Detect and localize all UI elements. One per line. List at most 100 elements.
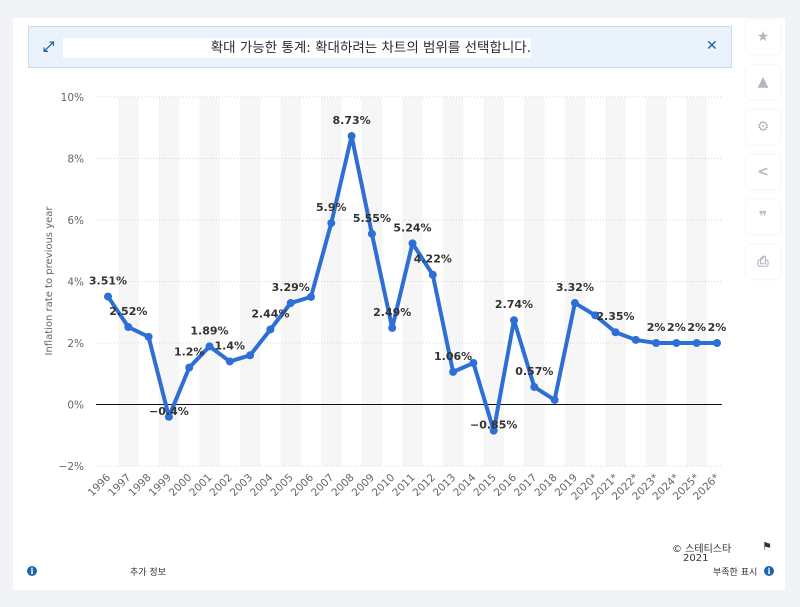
favorite-button[interactable]: ★ <box>746 20 780 54</box>
data-point <box>347 132 356 141</box>
data-point <box>286 299 295 308</box>
side-toolbar: ★ ▲ ⚙ < ❞ ⎙ <box>746 20 780 290</box>
x-tick-label: 2000 <box>167 472 194 499</box>
data-label: −0.4% <box>149 405 189 418</box>
data-label: 8.73% <box>333 114 371 127</box>
flag-icon[interactable]: ⚑ <box>762 540 772 553</box>
data-point <box>124 323 133 332</box>
data-point <box>591 311 600 320</box>
print-icon: ⎙ <box>757 254 769 270</box>
data-label: 1.89% <box>190 324 228 337</box>
data-label: 3.29% <box>272 281 310 294</box>
data-label: 5.55% <box>353 212 391 225</box>
column-band <box>402 97 423 466</box>
data-label: 3.51% <box>89 275 127 288</box>
y-tick-label: 8% <box>67 154 84 166</box>
data-point <box>266 325 275 334</box>
column-band <box>280 97 301 466</box>
data-point <box>327 219 336 228</box>
star-icon: ★ <box>756 29 770 45</box>
column-band <box>645 97 667 466</box>
notification-button[interactable]: ▲ <box>746 65 780 99</box>
column-band <box>564 97 586 466</box>
data-point <box>672 339 681 347</box>
data-point <box>164 412 173 421</box>
y-tick-label: 6% <box>67 215 84 227</box>
bell-icon: ▲ <box>757 74 769 90</box>
y-tick-label: 0% <box>67 400 84 412</box>
data-point <box>307 292 315 301</box>
copyright-year: 2021 <box>683 553 709 564</box>
data-label: 5.9% <box>316 201 347 214</box>
cite-button[interactable]: ❞ <box>746 200 780 234</box>
data-point <box>185 363 194 372</box>
y-tick-label: 10% <box>61 92 84 104</box>
info-icon-right[interactable]: i <box>764 566 774 576</box>
column-band <box>239 97 261 466</box>
share-button[interactable]: < <box>746 155 780 189</box>
data-point <box>631 335 640 344</box>
data-point <box>510 316 518 325</box>
y-axis-title: Inflation rate to previous year <box>44 206 55 356</box>
data-point <box>550 395 559 404</box>
data-label: 3.32% <box>556 281 594 294</box>
data-point <box>449 367 458 376</box>
data-label: 2.35% <box>596 310 634 323</box>
data-label: −0.85% <box>470 419 517 432</box>
data-point <box>428 270 437 279</box>
x-tick-label: 2005 <box>268 472 295 499</box>
data-label: 1.2% <box>174 346 205 359</box>
data-label: 2% <box>667 321 686 334</box>
data-label: 5.24% <box>393 221 431 234</box>
data-point <box>530 382 539 391</box>
data-point <box>713 339 721 347</box>
more-info-link[interactable]: 추가 정보 <box>130 568 166 578</box>
data-point <box>652 339 661 347</box>
column-band <box>321 97 342 466</box>
quote-icon: ❞ <box>758 209 768 225</box>
data-label: 2.44% <box>251 307 289 320</box>
column-band <box>483 97 504 466</box>
close-icon[interactable]: ✕ <box>706 38 718 54</box>
data-label: 4.22% <box>414 253 452 266</box>
data-point <box>692 339 701 347</box>
data-point <box>144 332 153 341</box>
zoom-banner-text: 확대 가능한 통계: 확대하려는 차트의 범위를 선택합니다. <box>63 38 531 58</box>
data-point <box>388 323 397 332</box>
data-point <box>408 239 417 248</box>
gear-icon: ⚙ <box>756 119 770 135</box>
zoom-banner: ⤢ 확대 가능한 통계: 확대하려는 차트의 범위를 선택합니다. ✕ <box>28 26 732 68</box>
data-label: 2.49% <box>373 306 411 319</box>
data-point <box>489 426 498 435</box>
data-point <box>104 292 112 301</box>
data-label: 1.4% <box>215 339 246 352</box>
data-label: 2% <box>708 321 727 334</box>
data-label: 2% <box>687 321 706 334</box>
data-point <box>469 358 478 367</box>
data-point <box>367 229 376 238</box>
print-button[interactable]: ⎙ <box>746 245 780 279</box>
settings-button[interactable]: ⚙ <box>746 110 780 144</box>
data-label: 1.06% <box>434 350 472 363</box>
data-point <box>570 299 579 308</box>
data-point <box>246 351 255 360</box>
y-tick-label: −2% <box>59 461 84 473</box>
column-band <box>199 97 220 466</box>
info-icon[interactable]: i <box>27 566 37 576</box>
data-point <box>205 342 214 351</box>
data-label: 2.74% <box>495 298 533 311</box>
column-band <box>118 97 139 466</box>
y-tick-label: 2% <box>67 338 84 350</box>
show-source-link[interactable]: 부족한 표시 <box>713 568 758 578</box>
share-icon: < <box>757 164 769 180</box>
x-tick-label: 2015 <box>471 472 498 499</box>
data-label: 2.52% <box>109 305 147 318</box>
data-point <box>225 357 234 366</box>
column-band <box>361 97 383 466</box>
expand-arrows-icon[interactable]: ⤢ <box>43 39 55 55</box>
y-tick-label: 4% <box>67 277 84 289</box>
data-point <box>611 328 620 337</box>
x-tick-label: 2010 <box>370 472 397 499</box>
data-label: 2% <box>647 321 666 334</box>
